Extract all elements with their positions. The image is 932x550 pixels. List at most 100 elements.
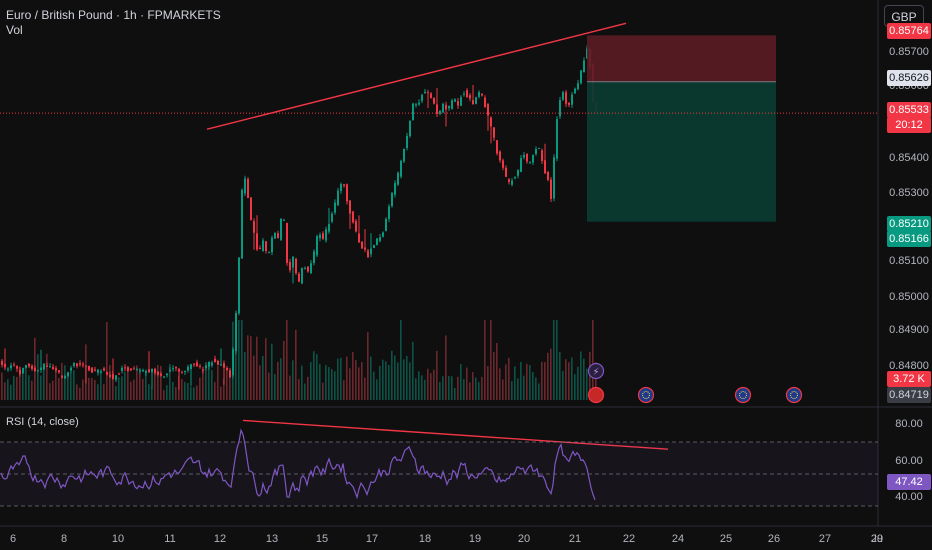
volume-bar [193,387,195,400]
candle-body [241,189,243,259]
volume-bar [169,364,171,400]
candle-body [280,218,282,240]
candle-body [499,151,501,161]
volume-bar [73,370,75,400]
candle-body [235,312,237,352]
volume-bar [454,387,456,400]
volume-bar [484,320,486,400]
candle-body [403,148,405,162]
candle-body [436,104,438,114]
volume-bar [544,362,546,400]
rsi-trendline [242,419,669,450]
price-tick-label: 0.85400 [889,152,929,164]
candle-body [271,237,273,253]
time-tick-label: 19 [469,533,481,545]
candle-body [28,363,30,367]
candle-body [262,240,264,251]
volume-bar [142,378,144,400]
volume-bar [448,376,450,400]
volume-bar [112,370,114,400]
candle-body [412,103,414,121]
candle-body [196,362,198,367]
candle-body [451,100,453,109]
volume-bar [181,379,183,400]
volume-bar [523,375,525,400]
candle-body [343,184,345,186]
event-icons[interactable]: ⚡ [587,362,803,404]
volume-bar [160,365,162,400]
volume-bar [412,341,414,400]
candle-body [244,178,246,194]
position-tool[interactable] [0,35,878,222]
volume-bar [79,387,81,400]
volume-bar [25,367,27,400]
current-price-label: 0.85533 [887,102,931,118]
entry-price-label: 0.85626 [887,70,931,86]
candle-body [310,263,312,274]
candle-body [502,160,504,168]
candle-body [454,99,456,102]
candle-body [529,161,531,163]
candle-body [136,369,138,371]
eu-stars [739,391,747,399]
time-tick-label: 18 [419,533,431,545]
candle-body [172,368,174,370]
candle-body [82,364,84,366]
volume-bar [313,351,315,400]
volume-bar [382,359,384,400]
volume-bar [403,359,405,400]
candle-body [322,233,324,240]
volume-bar [37,354,39,400]
volume-bar [322,382,324,400]
price-tick-label: 0.85000 [889,291,929,303]
candle-body [331,213,333,222]
price-tick-label: 0.84900 [889,324,929,336]
time-tick-label: 13 [266,533,278,545]
time-tick-label: 21 [569,533,581,545]
rsi-title[interactable]: RSI (14, close) [6,416,79,428]
volume-bar [1,372,3,400]
volume-bar [568,362,570,400]
candle-body [163,376,165,378]
volume-bar [430,373,432,400]
volume-bar [529,365,531,400]
candle-body [379,237,381,241]
candle-body [346,184,348,202]
volume-bar [592,320,594,400]
candle-body [13,364,15,366]
candle-body [556,119,558,159]
candle-body [562,92,564,100]
volume-indicator-label[interactable]: Vol [6,23,23,37]
volume-bar [475,377,477,400]
candle-body [469,95,471,99]
volume-bar [508,357,510,400]
candle-body [103,368,105,371]
candle-body [229,370,231,378]
volume-bar [271,343,273,400]
volume-bar [253,355,255,400]
volume-bar [493,352,495,400]
volume-bar [487,366,489,400]
candle-body [355,221,357,232]
volume-bar [385,361,387,400]
candle-body [439,110,441,114]
uk-flag-event-icon [587,386,605,404]
symbol-title[interactable]: Euro / British Pound · 1h · FPMARKETS [6,8,221,22]
volume-bar [379,365,381,400]
volume-bar [367,332,369,400]
trendlines[interactable] [206,22,669,450]
volume-bar [265,338,267,400]
volume-bar [103,384,105,400]
volume-bar [31,380,33,400]
candle-body [70,367,72,371]
candle-body [505,167,507,177]
candle-body [508,179,510,182]
volume-bar [97,384,99,400]
candle-body [106,372,108,375]
time-tick-label: 24 [672,533,684,545]
candle-body [211,362,213,366]
candle-body [523,154,525,158]
